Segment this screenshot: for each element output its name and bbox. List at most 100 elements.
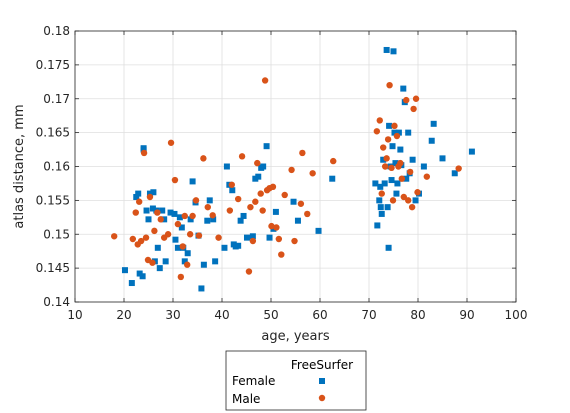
male-point <box>408 203 416 211</box>
male-point <box>309 170 316 177</box>
female-point <box>263 143 270 150</box>
female-point <box>206 197 213 204</box>
male-point <box>414 189 421 196</box>
female-point <box>386 122 393 129</box>
female-point <box>428 137 435 144</box>
male-point <box>146 193 154 201</box>
y-tick-label: 0.15 <box>43 227 70 241</box>
male-point <box>135 198 143 205</box>
female-point <box>393 190 400 197</box>
female-point <box>174 244 181 251</box>
x-tick-labels: 10 20 30 40 50 60 70 80 90 100 <box>67 308 527 322</box>
female-point <box>249 233 256 240</box>
male-point <box>184 261 191 268</box>
female-point <box>154 244 161 251</box>
female-point <box>394 180 401 187</box>
female-point <box>388 177 395 184</box>
male-point <box>378 190 385 197</box>
female-point <box>128 280 135 287</box>
x-tick-label: 20 <box>116 308 131 322</box>
x-tick-label: 80 <box>410 308 425 322</box>
female-point <box>187 216 194 223</box>
male-point <box>151 227 158 235</box>
female-point <box>272 208 279 215</box>
male-point <box>137 237 145 245</box>
female-point <box>381 180 388 187</box>
male-point <box>423 173 431 180</box>
female-point <box>403 175 410 182</box>
female-point <box>395 129 402 136</box>
female-point <box>290 198 297 205</box>
female-point <box>315 227 322 234</box>
male-point <box>383 155 390 162</box>
female-point <box>405 129 412 136</box>
female-point <box>260 163 267 170</box>
male-point <box>111 233 118 240</box>
female-point <box>237 217 244 224</box>
female-point <box>200 261 207 268</box>
female-point <box>221 244 228 251</box>
male-point <box>269 183 277 191</box>
male-point <box>247 203 254 211</box>
female-point <box>377 183 384 190</box>
female-point <box>198 285 205 292</box>
male-point <box>164 231 172 238</box>
male-point <box>149 259 156 266</box>
male-point <box>288 166 295 174</box>
male-series <box>111 77 462 281</box>
female-point <box>149 205 156 212</box>
female-point <box>212 258 219 265</box>
female-point <box>133 193 140 200</box>
male-point <box>228 181 235 188</box>
male-point <box>406 168 414 176</box>
male-point <box>195 232 203 239</box>
y-tick-label: 0.16 <box>43 160 70 174</box>
male-point <box>234 195 242 203</box>
y-tick-label: 0.18 <box>43 24 70 38</box>
x-tick-label: 60 <box>312 308 327 322</box>
male-point <box>204 203 211 211</box>
female-point <box>377 204 384 211</box>
female-point <box>383 46 390 53</box>
male-point <box>403 96 410 104</box>
x-tick-label: 70 <box>361 308 376 322</box>
male-point <box>142 234 150 241</box>
male-point <box>268 222 275 230</box>
male-point <box>304 210 311 218</box>
female-point <box>140 146 147 153</box>
male-point <box>226 207 234 214</box>
male-point <box>200 155 207 162</box>
male-point <box>405 197 412 204</box>
legend-entry-male: Male <box>232 392 260 406</box>
x-axis-label: age, years <box>261 329 329 344</box>
female-point <box>240 212 247 219</box>
legend-marker-male <box>318 394 326 402</box>
female-point <box>294 217 301 224</box>
male-point <box>179 243 186 250</box>
female-point <box>380 156 387 163</box>
female-point <box>150 189 157 196</box>
y-tick-label: 0.145 <box>36 261 70 275</box>
legend-title: FreeSurfer <box>291 358 353 372</box>
female-point <box>223 163 230 170</box>
female-point <box>389 143 396 150</box>
female-point <box>161 216 168 223</box>
y-tick-label: 0.175 <box>36 58 70 72</box>
female-point <box>178 224 185 231</box>
female-point <box>146 190 153 197</box>
female-point <box>184 250 191 257</box>
female-point <box>378 210 385 217</box>
female-point <box>255 173 262 180</box>
male-point <box>189 212 196 220</box>
male-point <box>412 95 420 102</box>
x-tick-label: 40 <box>214 308 229 322</box>
female-point <box>409 156 416 163</box>
female-point <box>397 146 404 153</box>
male-point <box>281 191 288 199</box>
female-point <box>391 129 398 136</box>
male-point <box>397 159 404 167</box>
male-point <box>154 209 161 216</box>
male-point <box>261 77 269 84</box>
male-point <box>393 132 401 140</box>
female-point <box>235 242 242 249</box>
